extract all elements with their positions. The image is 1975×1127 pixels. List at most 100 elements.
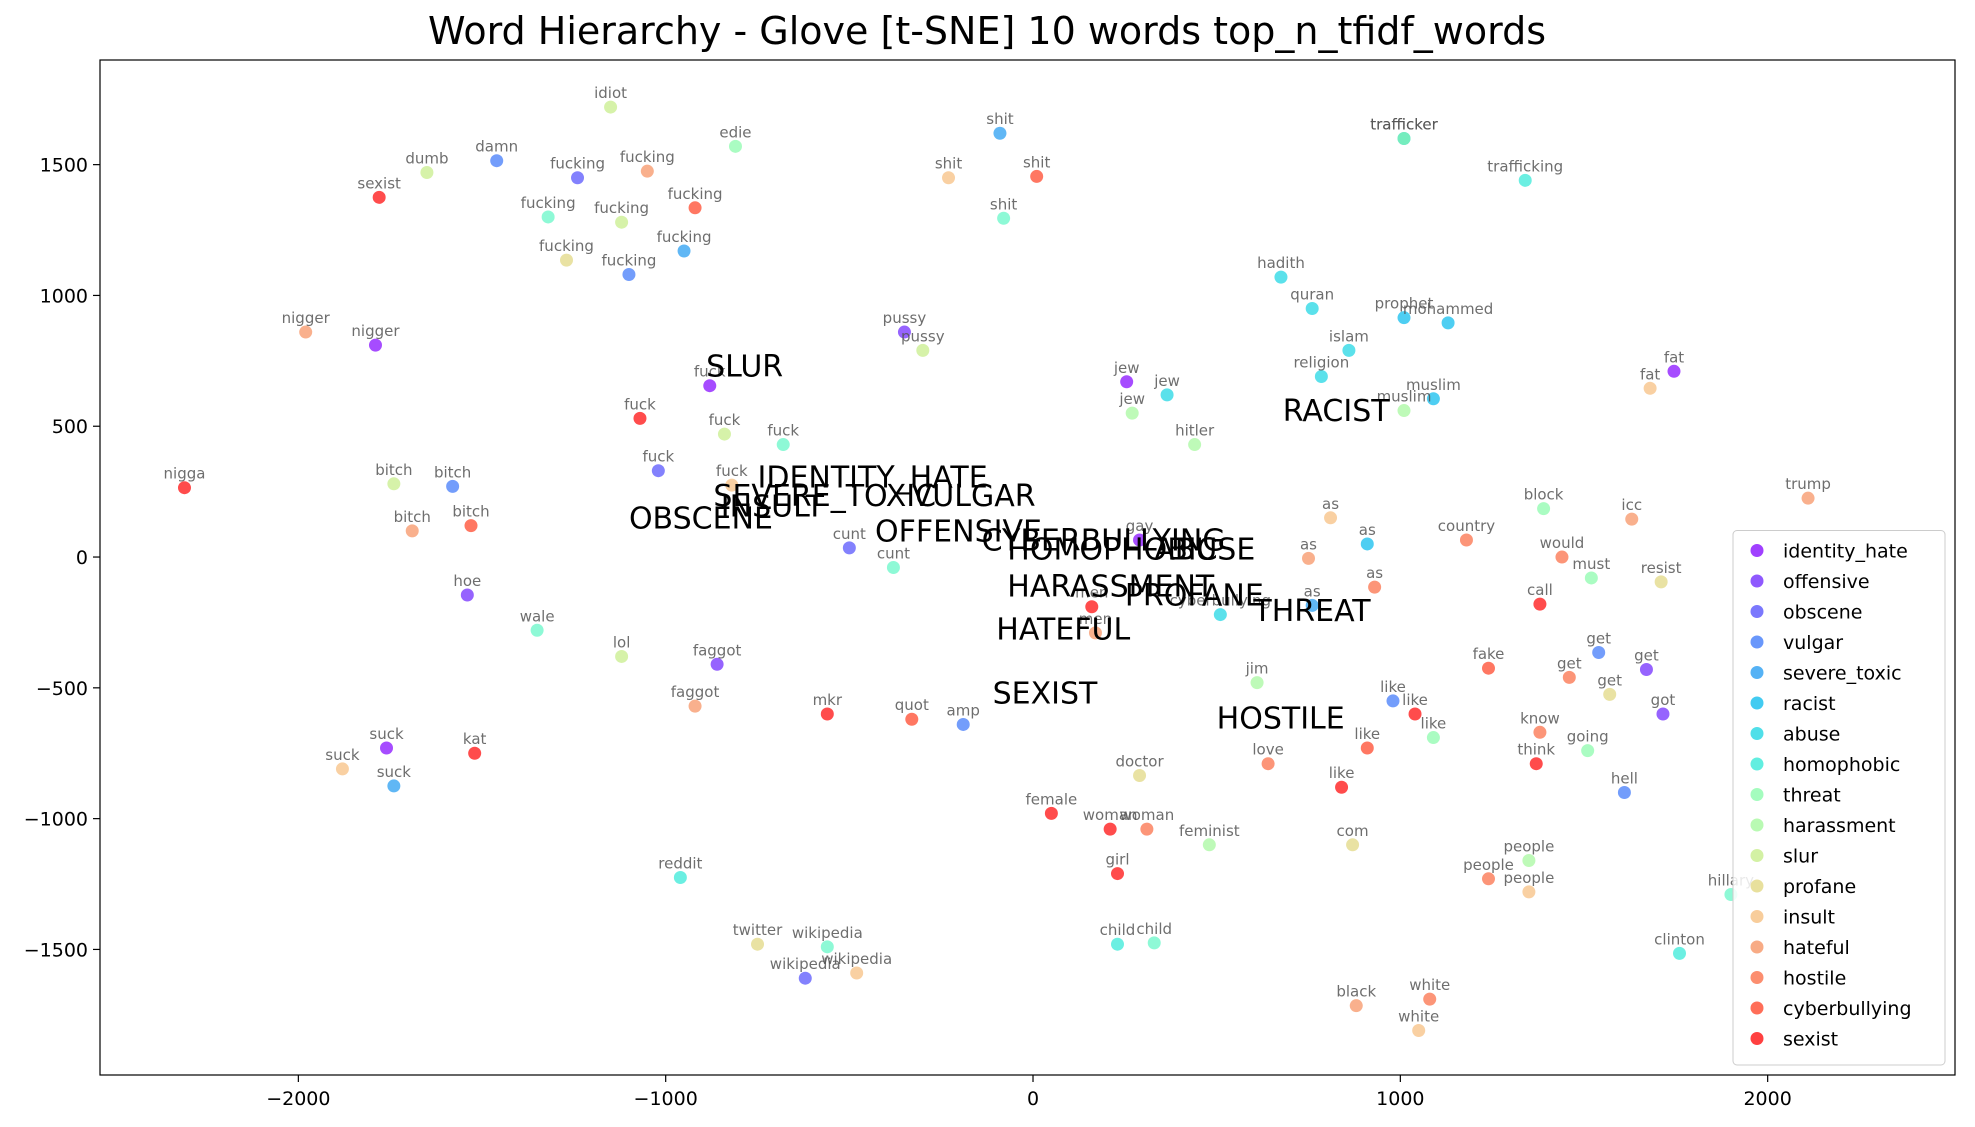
- plot-area: −2000 −1000 0 1000 2000 −1500 −1000 −500 0 500 100…: [24, 59, 1956, 1110]
- y-tick-label: 1000: [40, 285, 88, 307]
- data-point: [1529, 757, 1543, 771]
- data-point: [1656, 707, 1670, 721]
- point-label: mkr: [813, 691, 843, 709]
- data-point: [622, 268, 636, 282]
- point-label: going: [1567, 728, 1609, 746]
- point-label: call: [1527, 581, 1553, 599]
- x-tick-label: 2000: [1743, 1088, 1791, 1110]
- point-label: bitch: [434, 463, 471, 481]
- data-point: [1459, 533, 1473, 547]
- legend-entry-label: homophobic: [1783, 754, 1900, 776]
- data-point: [1426, 392, 1440, 406]
- data-point: [604, 100, 618, 114]
- data-point: [1625, 512, 1639, 526]
- category-label: IDENTITY_HATE: [758, 461, 988, 496]
- y-tick-label: 1500: [40, 155, 88, 177]
- data-point: [1639, 663, 1653, 677]
- y-tick-label: −500: [36, 678, 88, 700]
- data-point: [1603, 687, 1617, 701]
- data-point: [1386, 694, 1400, 708]
- legend-marker: [1750, 635, 1764, 649]
- x-tick-label: −2000: [266, 1088, 330, 1110]
- category-label: SEXIST: [993, 677, 1098, 712]
- legend-entry-label: racist: [1783, 693, 1836, 715]
- point-label: girl: [1105, 851, 1129, 869]
- legend-marker: [1750, 1032, 1764, 1045]
- legend-marker: [1750, 757, 1764, 771]
- data-point: [1342, 343, 1356, 357]
- data-point: [1441, 316, 1455, 330]
- point-label: jim: [1245, 660, 1269, 678]
- point-label: shit: [990, 195, 1017, 213]
- legend-entry-label: profane: [1783, 876, 1856, 898]
- data-point: [1324, 511, 1338, 525]
- legend-entry-label: slur: [1783, 846, 1818, 868]
- point-label: got: [1651, 691, 1676, 709]
- point-label: fuck: [709, 411, 741, 429]
- legend-entry-label: cyberbullying: [1783, 998, 1912, 1020]
- legend-entry-label: hostile: [1783, 968, 1846, 990]
- data-point: [751, 937, 765, 951]
- data-point: [1617, 785, 1631, 799]
- data-point: [673, 870, 687, 884]
- point-label: suck: [369, 725, 404, 743]
- legend-entry-label: sexist: [1783, 1029, 1838, 1051]
- point-label: prophet: [1375, 295, 1434, 313]
- point-label: people: [1503, 837, 1554, 855]
- point-label: get: [1597, 671, 1622, 689]
- data-point: [1518, 173, 1532, 187]
- y-tick-label: −1000: [24, 809, 88, 831]
- data-point: [530, 623, 544, 637]
- data-point: [1346, 838, 1360, 852]
- point-label: jew: [1153, 372, 1180, 390]
- legend-entry-label: offensive: [1783, 571, 1870, 593]
- point-label: hadith: [1257, 254, 1305, 272]
- data-point: [1250, 676, 1264, 690]
- data-point: [1302, 551, 1316, 565]
- point-label: pussy: [883, 309, 927, 327]
- point-label: quran: [1290, 286, 1334, 304]
- category-label: HOSTILE: [1217, 701, 1345, 736]
- legend-entry-label: hateful: [1783, 937, 1850, 959]
- data-point: [1397, 311, 1411, 325]
- legend-marker: [1750, 818, 1764, 832]
- data-point: [942, 171, 956, 185]
- point-label: get: [1557, 654, 1582, 672]
- point-label: fuck: [716, 462, 748, 480]
- point-label: get: [1586, 630, 1611, 648]
- point-label: like: [1421, 715, 1447, 733]
- point-label: white: [1409, 976, 1450, 994]
- point-label: muslim: [1377, 388, 1432, 406]
- point-label: shit: [935, 155, 962, 173]
- point-label: child: [1100, 921, 1136, 939]
- data-point: [1360, 537, 1374, 551]
- point-label: fucking: [521, 194, 576, 212]
- point-label: wale: [520, 607, 555, 625]
- point-label: country: [1438, 517, 1495, 535]
- legend-marker: [1750, 605, 1764, 618]
- category-label: VULGAR: [912, 479, 1036, 514]
- legend-entry-label: insult: [1783, 907, 1835, 929]
- legend-marker: [1750, 696, 1764, 710]
- point-label: hitler: [1175, 422, 1215, 440]
- point-label: as: [1300, 535, 1317, 553]
- point-label: fucking: [620, 148, 675, 166]
- data-point: [1555, 550, 1569, 564]
- data-point: [1533, 725, 1547, 739]
- legend-entry-label: harassment: [1783, 815, 1896, 837]
- legend-entry-label: abuse: [1783, 724, 1840, 746]
- point-label: reddit: [658, 854, 702, 872]
- legend-marker: [1750, 1001, 1764, 1015]
- plot-frame: [99, 59, 1956, 1076]
- data-point: [1360, 741, 1374, 755]
- point-label: know: [1520, 709, 1560, 727]
- y-tick-label: 500: [52, 416, 88, 438]
- data-point: [468, 746, 482, 760]
- point-label: child: [1136, 920, 1172, 938]
- data-point: [997, 211, 1011, 225]
- data-point: [1397, 131, 1411, 145]
- data-point: [1335, 780, 1349, 794]
- data-point: [615, 215, 629, 229]
- point-label: quot: [895, 696, 929, 714]
- point-label: cunt: [877, 545, 910, 563]
